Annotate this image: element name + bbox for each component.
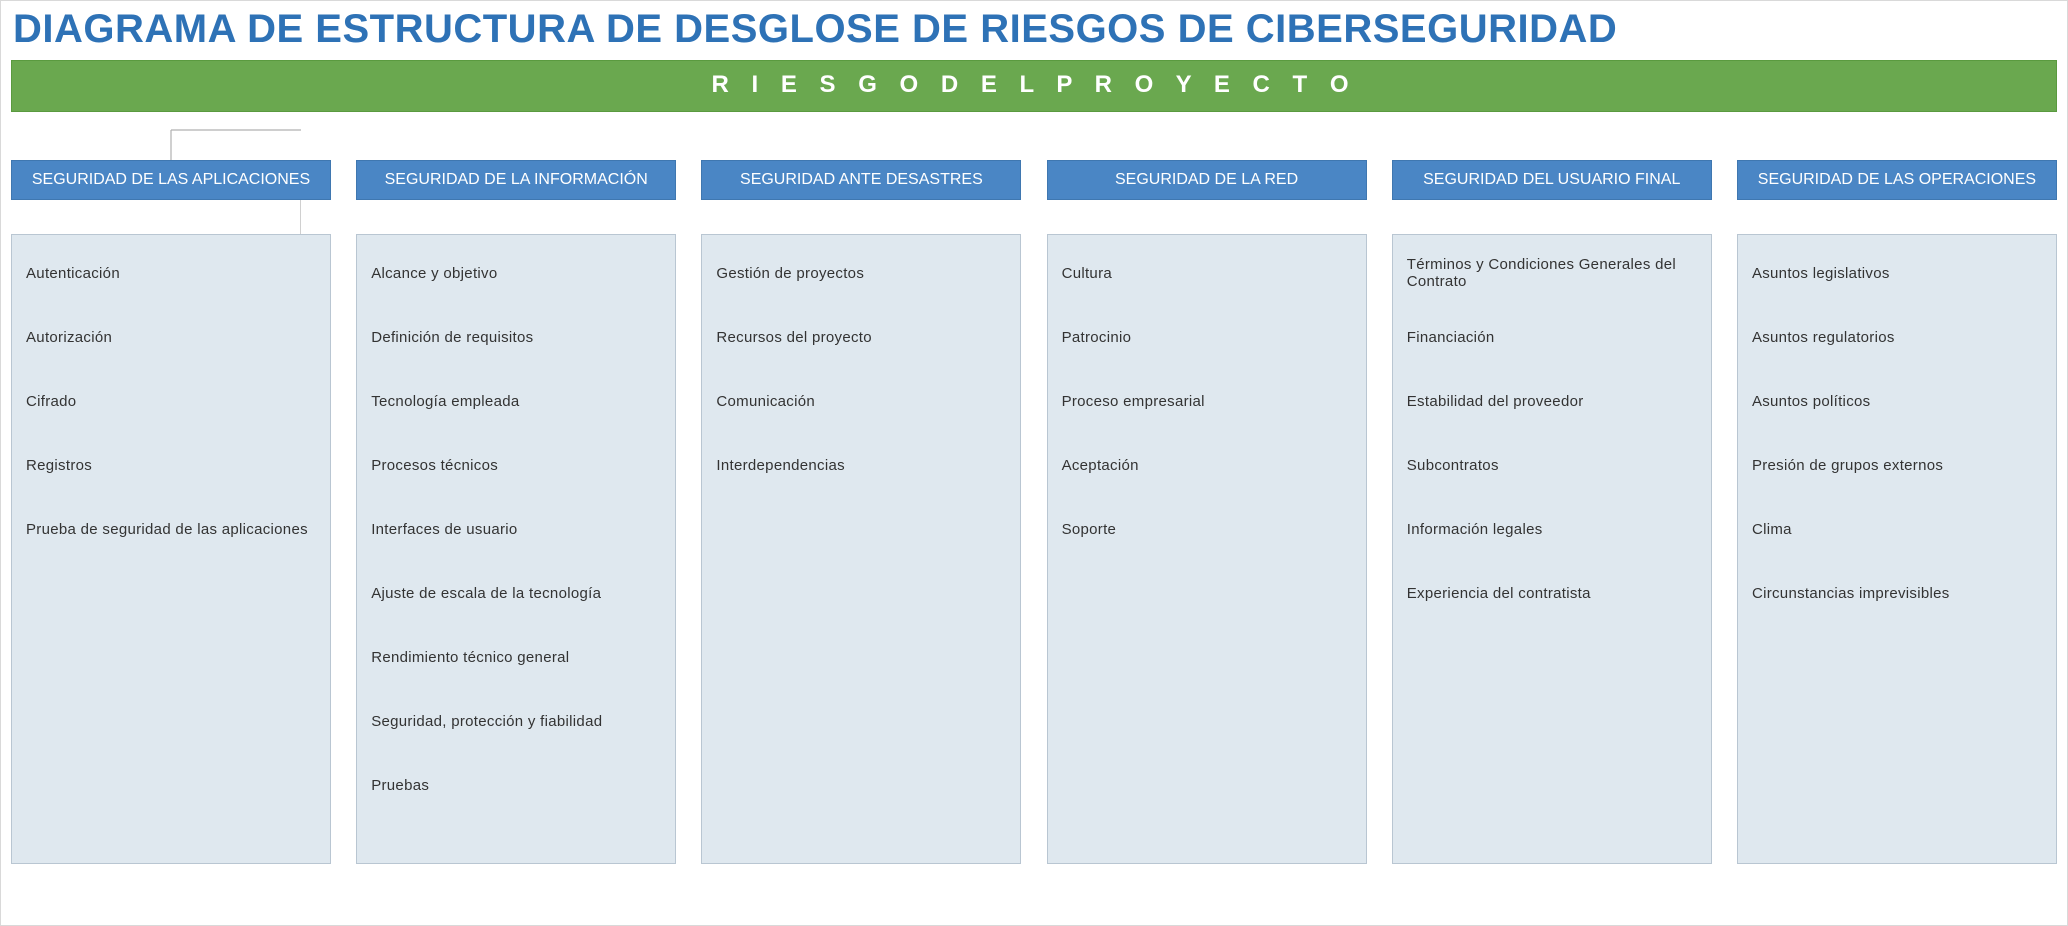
category-header: SEGURIDAD DE LA INFORMACIÓN xyxy=(356,160,676,200)
list-item: Interdependencias xyxy=(702,433,1020,497)
list-item: Cultura xyxy=(1048,241,1366,305)
category-panel: Gestión de proyectosRecursos del proyect… xyxy=(701,234,1021,864)
list-item: Presión de grupos externos xyxy=(1738,433,2056,497)
list-item: Seguridad, protección y fiabilidad xyxy=(357,689,675,753)
category-column: SEGURIDAD DEL USUARIO FINAL Términos y Co… xyxy=(1392,160,1712,864)
category-header: SEGURIDAD DE LAS APLICACIONES xyxy=(11,160,331,200)
category-panel: Alcance y objetivoDefinición de requisit… xyxy=(356,234,676,864)
list-item: Comunicación xyxy=(702,369,1020,433)
list-item: Asuntos políticos xyxy=(1738,369,2056,433)
root-banner: R I E S G O D E L P R O Y E C T O xyxy=(11,60,2057,112)
list-item: Cifrado xyxy=(12,369,330,433)
list-item: Proceso empresarial xyxy=(1048,369,1366,433)
list-item: Subcontratos xyxy=(1393,433,1711,497)
category-panel: CulturaPatrocinioProceso empresarialAcep… xyxy=(1047,234,1367,864)
list-item: Estabilidad del proveedor xyxy=(1393,369,1711,433)
category-panel: Términos y Condiciones Generales del Con… xyxy=(1392,234,1712,864)
list-item: Autorización xyxy=(12,305,330,369)
page-title: DIAGRAMA DE ESTRUCTURA DE DESGLOSE DE RI… xyxy=(13,7,2057,52)
list-item: Soporte xyxy=(1048,497,1366,561)
list-item: Asuntos regulatorios xyxy=(1738,305,2056,369)
list-item: Alcance y objetivo xyxy=(357,241,675,305)
list-item: Circunstancias imprevisibles xyxy=(1738,561,2056,625)
list-item: Aceptación xyxy=(1048,433,1366,497)
list-item: Ajuste de escala de la tecnología xyxy=(357,561,675,625)
list-item: Patrocinio xyxy=(1048,305,1366,369)
list-item: Tecnología empleada xyxy=(357,369,675,433)
category-column: SEGURIDAD DE LAS OPERACIONES Asuntos legi… xyxy=(1737,160,2057,864)
list-item: Asuntos legislativos xyxy=(1738,241,2056,305)
list-item: Interfaces de usuario xyxy=(357,497,675,561)
list-item: Clima xyxy=(1738,497,2056,561)
list-item: Definición de requisitos xyxy=(357,305,675,369)
category-panel: Asuntos legislativosAsuntos regulatorios… xyxy=(1737,234,2057,864)
list-item: Experiencia del contratista xyxy=(1393,561,1711,625)
list-item: Autenticación xyxy=(12,241,330,305)
category-column: SEGURIDAD DE LAS APLICACIONES Autenticaci… xyxy=(11,160,331,864)
list-item: Prueba de seguridad de las aplicaciones xyxy=(12,497,330,561)
list-item: Registros xyxy=(12,433,330,497)
list-item: Términos y Condiciones Generales del Con… xyxy=(1393,241,1711,305)
category-header: SEGURIDAD DE LA RED xyxy=(1047,160,1367,200)
categories-row: SEGURIDAD DE LAS APLICACIONES Autenticaci… xyxy=(11,160,2057,864)
category-header: SEGURIDAD DEL USUARIO FINAL xyxy=(1392,160,1712,200)
category-column: SEGURIDAD DE LA RED CulturaPatrocinioProc… xyxy=(1047,160,1367,864)
category-column: SEGURIDAD DE LA INFORMACIÓN Alcance y obj… xyxy=(356,160,676,864)
category-header: SEGURIDAD ANTE DESASTRES xyxy=(701,160,1021,200)
list-item: Gestión de proyectos xyxy=(702,241,1020,305)
page-frame: DIAGRAMA DE ESTRUCTURA DE DESGLOSE DE RI… xyxy=(0,0,2068,926)
list-item: Financiación xyxy=(1393,305,1711,369)
list-item: Pruebas xyxy=(357,753,675,817)
list-item: Procesos técnicos xyxy=(357,433,675,497)
list-item: Recursos del proyecto xyxy=(702,305,1020,369)
list-item: Información legales xyxy=(1393,497,1711,561)
category-column: SEGURIDAD ANTE DESASTRES Gestión de proye… xyxy=(701,160,1021,864)
category-panel: AutenticaciónAutorizaciónCifradoRegistro… xyxy=(11,234,331,864)
list-item: Rendimiento técnico general xyxy=(357,625,675,689)
category-header: SEGURIDAD DE LAS OPERACIONES xyxy=(1737,160,2057,200)
